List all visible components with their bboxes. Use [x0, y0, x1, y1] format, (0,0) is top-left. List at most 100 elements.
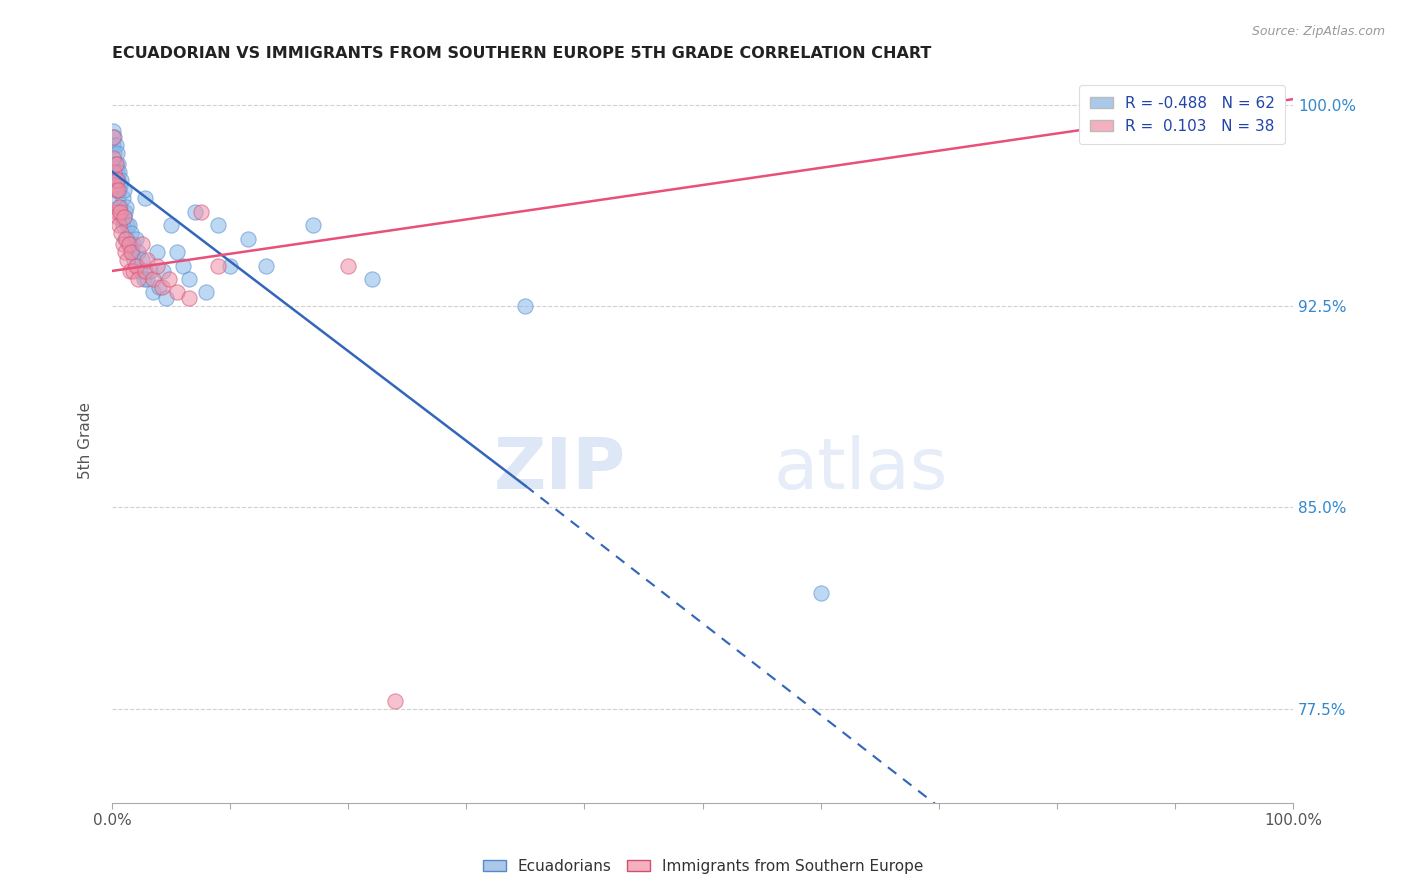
Text: ECUADORIAN VS IMMIGRANTS FROM SOUTHERN EUROPE 5TH GRADE CORRELATION CHART: ECUADORIAN VS IMMIGRANTS FROM SOUTHERN E… — [112, 46, 931, 62]
Point — [142, 272, 165, 286]
Point — [810, 586, 832, 600]
Point — [105, 205, 128, 219]
Point — [121, 245, 143, 260]
Point — [125, 259, 148, 273]
Point — [136, 253, 159, 268]
Point — [117, 253, 139, 268]
Point — [360, 272, 382, 286]
Point — [160, 219, 183, 233]
Legend: Ecuadorians, Immigrants from Southern Europe: Ecuadorians, Immigrants from Southern Eu… — [477, 853, 929, 880]
Legend: R = -0.488   N = 62, R =  0.103   N = 38: R = -0.488 N = 62, R = 0.103 N = 38 — [1078, 86, 1285, 145]
Point — [107, 172, 129, 186]
Point — [254, 259, 277, 273]
Point — [118, 264, 141, 278]
Point — [384, 693, 406, 707]
Point — [108, 164, 131, 178]
Point — [127, 245, 149, 260]
Point — [108, 219, 131, 233]
Point — [150, 280, 173, 294]
Point — [120, 245, 142, 260]
Point — [112, 211, 135, 225]
Point — [127, 272, 149, 286]
Point — [103, 129, 125, 144]
Point — [107, 211, 129, 225]
Point — [110, 178, 132, 192]
Point — [114, 232, 136, 246]
Point — [110, 200, 132, 214]
Point — [110, 205, 132, 219]
Point — [105, 183, 128, 197]
Point — [104, 183, 127, 197]
Point — [104, 156, 127, 170]
Point — [129, 264, 152, 278]
Text: atlas: atlas — [773, 434, 948, 504]
Point — [207, 259, 229, 273]
Text: ZIP: ZIP — [494, 434, 626, 504]
Point — [146, 245, 169, 260]
Point — [107, 192, 129, 206]
Point — [172, 259, 194, 273]
Point — [103, 164, 125, 178]
Point — [117, 219, 139, 233]
Point — [195, 285, 218, 300]
Point — [236, 232, 259, 246]
Point — [114, 205, 136, 219]
Point — [107, 156, 129, 170]
Point — [337, 259, 360, 273]
Point — [146, 259, 169, 273]
Point — [177, 272, 200, 286]
Point — [219, 259, 242, 273]
Point — [103, 145, 125, 160]
Point — [515, 299, 537, 313]
Point — [104, 156, 127, 170]
Point — [124, 232, 146, 246]
Point — [112, 183, 135, 197]
Point — [166, 245, 188, 260]
Point — [110, 172, 132, 186]
Point — [117, 237, 139, 252]
Text: Source: ZipAtlas.com: Source: ZipAtlas.com — [1251, 25, 1385, 38]
Point — [136, 272, 159, 286]
Point — [114, 245, 136, 260]
Point — [105, 164, 128, 178]
Point — [111, 237, 134, 252]
Point — [111, 219, 134, 233]
Point — [122, 264, 145, 278]
Point — [104, 137, 127, 152]
Point — [301, 219, 323, 233]
Point — [105, 172, 128, 186]
Point — [103, 151, 125, 165]
Point — [148, 280, 170, 294]
Point — [132, 272, 155, 286]
Point — [117, 219, 139, 233]
Point — [131, 253, 153, 268]
Point — [108, 200, 131, 214]
Point — [177, 291, 200, 305]
Point — [115, 200, 138, 214]
Point — [157, 272, 180, 286]
Point — [108, 183, 131, 197]
Point — [112, 211, 135, 225]
Point — [107, 183, 129, 197]
Point — [118, 237, 141, 252]
Point — [103, 156, 125, 170]
Point — [103, 137, 125, 152]
Point — [142, 285, 165, 300]
Point — [183, 205, 205, 219]
Point — [103, 129, 125, 144]
Point — [115, 232, 138, 246]
Point — [152, 264, 174, 278]
Point — [124, 253, 146, 268]
Point — [105, 145, 128, 160]
Point — [111, 192, 134, 206]
Point — [104, 172, 127, 186]
Point — [166, 285, 188, 300]
Point — [207, 219, 229, 233]
Point — [134, 264, 156, 278]
Point — [103, 178, 125, 192]
Point — [139, 264, 162, 278]
Point — [131, 237, 153, 252]
Point — [120, 227, 142, 241]
Point — [155, 291, 177, 305]
Point — [122, 237, 145, 252]
